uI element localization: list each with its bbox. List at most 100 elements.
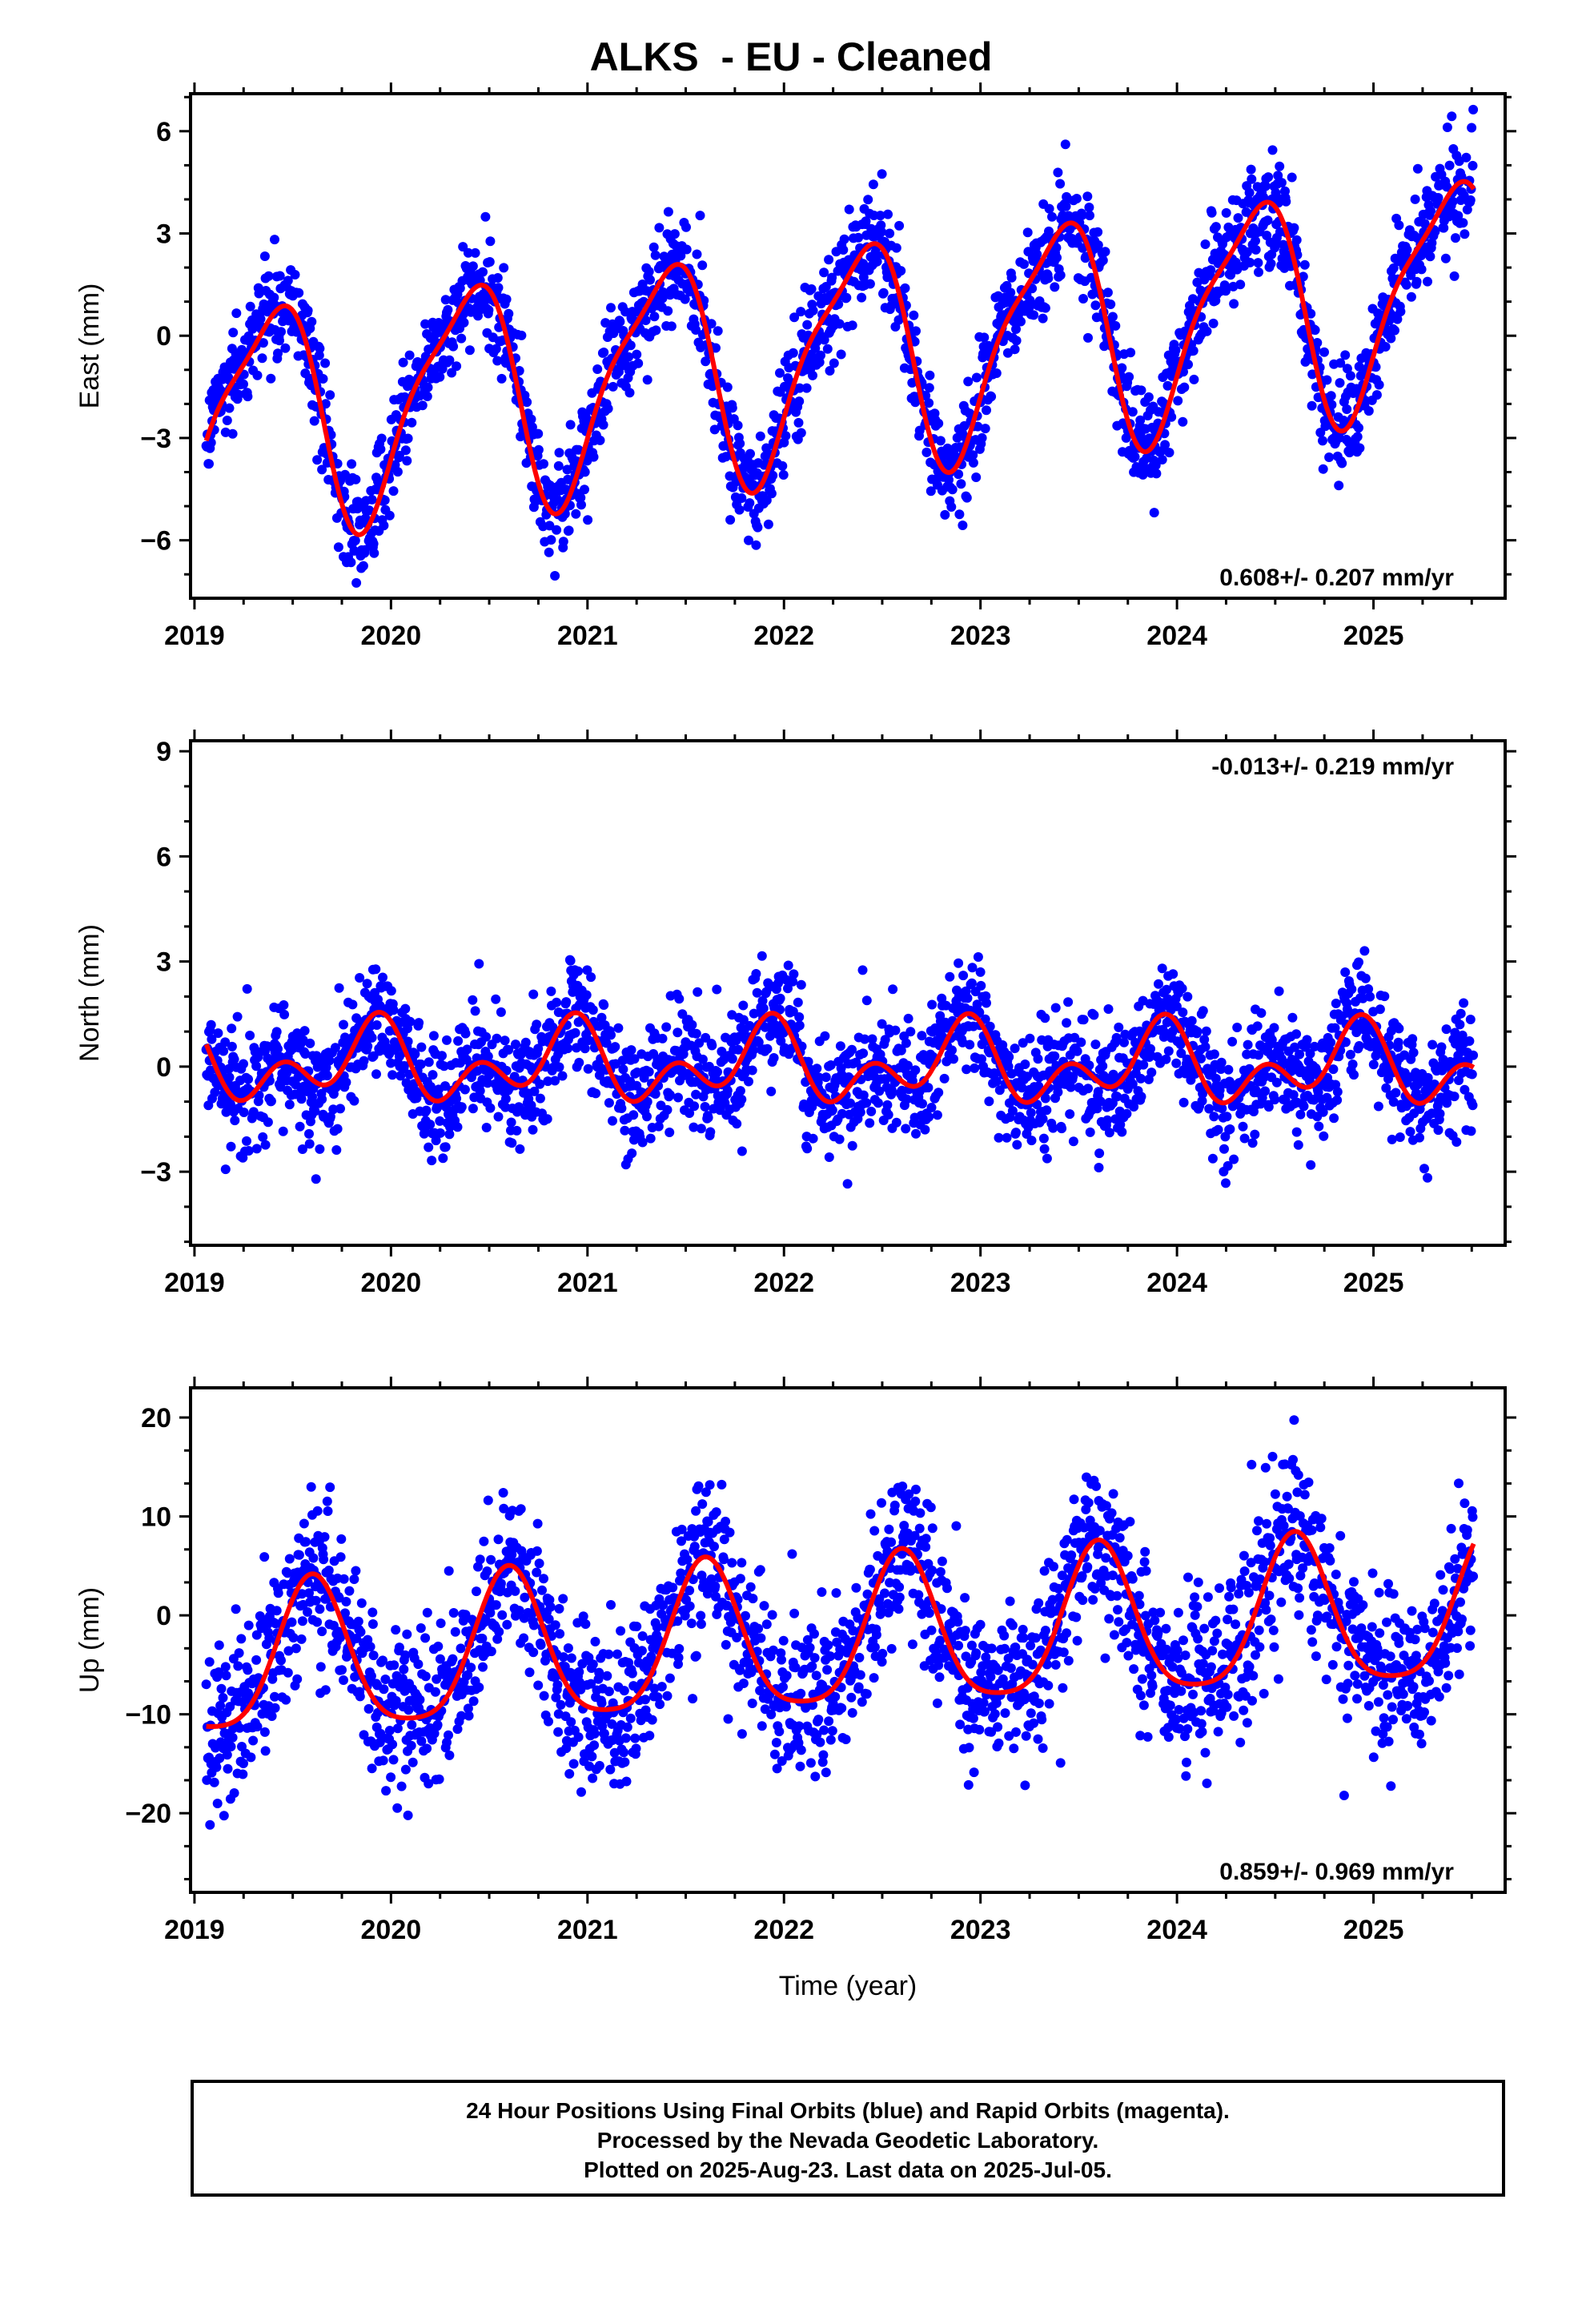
data-point	[295, 1550, 304, 1560]
data-point	[225, 404, 235, 413]
data-point	[1391, 1088, 1400, 1098]
data-point	[468, 995, 477, 1005]
up-panel: 2019 2020 2021 2022 2023 2024 2025−20−1001020U…	[74, 1377, 1516, 2001]
data-point	[664, 207, 673, 217]
data-point	[315, 344, 324, 353]
data-point	[1179, 383, 1189, 392]
data-point	[267, 1096, 276, 1106]
data-point	[613, 1023, 623, 1033]
data-point	[367, 1033, 377, 1043]
data-point	[1287, 1013, 1297, 1023]
data-point	[1467, 123, 1476, 133]
data-point	[213, 1799, 223, 1808]
data-point	[231, 1604, 241, 1614]
data-point	[243, 392, 252, 401]
data-point	[649, 243, 659, 252]
data-point	[295, 1122, 305, 1132]
data-point	[1245, 188, 1255, 198]
data-point	[351, 578, 361, 588]
data-point	[784, 961, 793, 971]
data-point	[442, 1035, 452, 1045]
data-point	[1466, 1015, 1476, 1024]
data-point	[437, 1051, 447, 1060]
data-point	[1072, 194, 1082, 203]
data-point	[1122, 1109, 1131, 1119]
data-point	[335, 983, 344, 993]
data-point	[485, 236, 495, 246]
data-point	[387, 1070, 397, 1080]
data-point	[971, 472, 981, 482]
data-point	[982, 405, 991, 415]
data-point	[443, 305, 452, 315]
data-point	[1332, 1096, 1342, 1105]
data-point	[1427, 1040, 1437, 1050]
data-point	[351, 536, 360, 545]
data-point	[500, 1035, 510, 1045]
data-point	[401, 445, 411, 455]
data-point	[258, 353, 267, 363]
data-point	[877, 227, 886, 237]
data-point	[460, 1085, 470, 1095]
data-point	[1402, 280, 1411, 290]
data-point	[879, 288, 889, 298]
x-tick-label: 2024	[1146, 621, 1207, 651]
data-point	[386, 1772, 396, 1782]
data-point	[441, 1142, 451, 1152]
data-point	[316, 1662, 326, 1671]
data-point	[1292, 1128, 1302, 1137]
data-point	[905, 1027, 915, 1036]
data-point	[704, 1113, 713, 1123]
data-point	[504, 309, 513, 319]
data-point	[1178, 417, 1187, 427]
data-point	[940, 510, 950, 520]
data-point	[375, 444, 385, 454]
data-point	[339, 1574, 349, 1584]
data-point	[372, 1020, 382, 1030]
data-point	[1407, 1034, 1417, 1043]
data-point	[1114, 1023, 1123, 1032]
data-point	[1108, 312, 1118, 322]
data-point	[618, 1064, 628, 1074]
x-tick-label: 2025	[1343, 621, 1404, 651]
data-point	[429, 1031, 439, 1040]
data-point	[882, 1100, 892, 1110]
data-point	[821, 1072, 831, 1082]
data-point	[1395, 1132, 1405, 1142]
data-point	[1270, 1095, 1279, 1104]
data-point	[471, 248, 480, 258]
data-point	[422, 1106, 432, 1116]
data-point	[835, 1135, 845, 1144]
data-point	[797, 428, 806, 438]
data-point	[1221, 1178, 1231, 1188]
data-point	[555, 448, 564, 457]
data-point	[644, 267, 654, 276]
data-point	[1083, 333, 1093, 343]
data-point	[1042, 1105, 1051, 1115]
data-point	[845, 205, 854, 215]
data-point	[663, 306, 673, 316]
data-point	[312, 455, 322, 464]
data-point	[674, 994, 684, 1003]
data-point	[501, 1094, 511, 1104]
data-point	[1206, 265, 1215, 275]
velocity-annotation: 0.608+/- 0.207 mm/yr	[1219, 565, 1454, 591]
data-point	[242, 1136, 251, 1146]
data-point	[385, 511, 395, 521]
data-point	[974, 952, 983, 962]
data-point	[324, 1566, 334, 1575]
data-point	[1217, 1058, 1227, 1068]
data-point	[1102, 1116, 1112, 1125]
data-point	[748, 1066, 757, 1076]
data-point	[1223, 1065, 1233, 1075]
data-point	[737, 1095, 746, 1104]
data-point	[956, 479, 966, 489]
data-point	[1426, 207, 1435, 216]
data-point	[207, 1020, 216, 1030]
data-point	[539, 459, 548, 468]
data-point	[728, 1054, 737, 1063]
data-point	[843, 1179, 853, 1188]
data-point	[853, 233, 863, 243]
data-point	[1467, 1126, 1476, 1136]
data-point	[357, 1598, 367, 1608]
data-point	[837, 350, 846, 360]
